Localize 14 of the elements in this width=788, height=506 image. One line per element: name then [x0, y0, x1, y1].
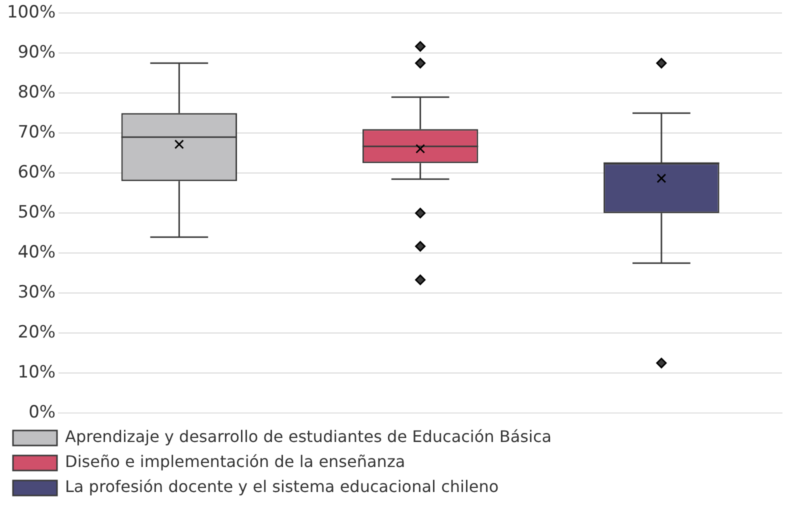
y-tick-label: 80% [18, 82, 56, 103]
legend-label: Aprendizaje y desarrollo de estudiantes de Educación Básica [65, 427, 552, 446]
y-tick-label: 0% [28, 402, 56, 422]
y-tick-label: 30% [18, 282, 56, 302]
y-tick-label: 10% [18, 362, 56, 382]
y-tick-label: 50% [18, 202, 56, 223]
y-tick-label: 60% [18, 162, 56, 183]
y-tick-label: 70% [18, 122, 56, 143]
y-tick-label: 100% [6, 2, 56, 23]
y-tick-label: 90% [18, 42, 56, 63]
legend-label: Diseño e implementación de la enseñanza [65, 452, 406, 472]
y-tick-label: 40% [18, 242, 56, 262]
legend-label: La profesión docente y el sistema educacional chileno [65, 477, 499, 496]
y-tick-label: 20% [18, 322, 56, 342]
